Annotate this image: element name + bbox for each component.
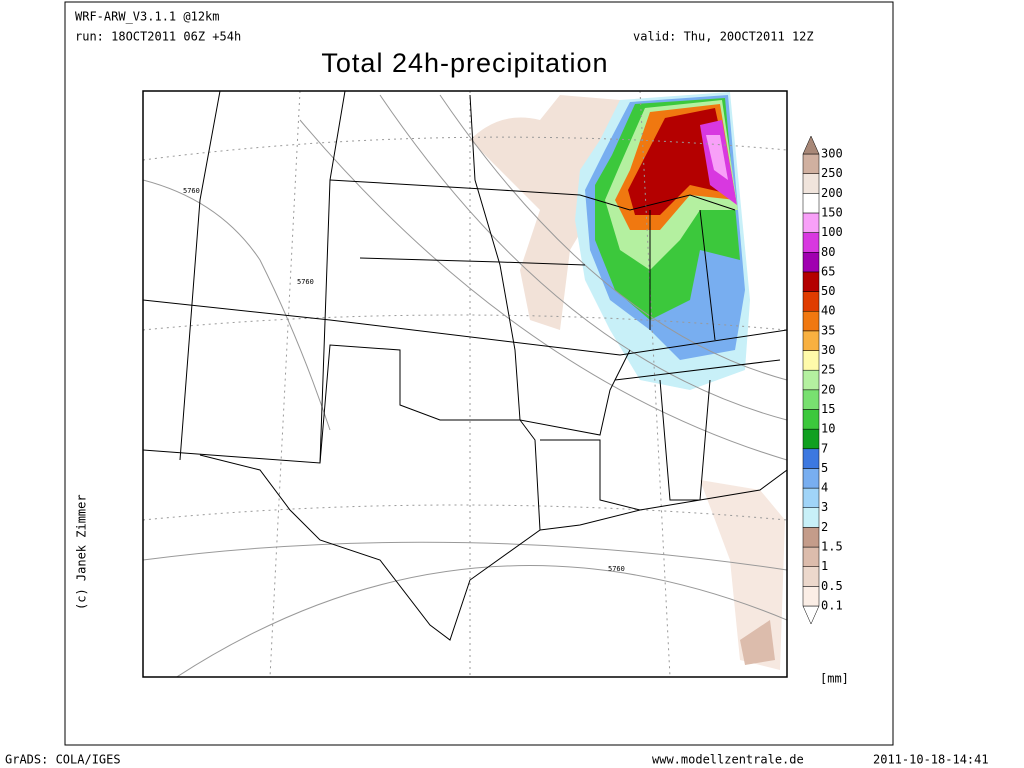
valid-label: valid: Thu, 20OCT2011 12Z [633,30,814,44]
colorbar-swatch [802,428,820,450]
colorbar-swatch [802,193,820,214]
colorbar-swatch [802,330,820,351]
colorbar-label: 1 [821,559,828,573]
colorbar-swatch [802,252,820,273]
colorbar: 0.1 0.5 1 1.5 2 3 4 5 7 10 15 20 25 30 35 40 50 65 80 100 15… [802,135,843,625]
map-frame [142,90,788,678]
colorbar-label: 300 [821,147,843,161]
colorbar-swatch [802,507,820,528]
colorbar-swatch [802,291,820,312]
colorbar-label: 30 [821,343,835,357]
unit-label: [mm] [820,672,849,686]
colorbar-swatch [802,409,820,430]
colorbar-swatch [802,153,820,174]
colorbar-label: 40 [821,304,835,318]
colorbar-label: 5 [821,461,828,475]
footer-right: 2011-10-18-14:41 [873,753,989,767]
colorbar-label: 7 [821,441,828,455]
colorbar-triangle [802,135,820,155]
colorbar-label: 35 [821,323,835,337]
colorbar-swatch [802,173,820,194]
colorbar-swatch [802,271,820,292]
colorbar-label: 4 [821,481,828,495]
colorbar-label: 20 [821,382,835,396]
colorbar-swatch [802,487,820,508]
colorbar-label: 1.5 [821,540,843,554]
colorbar-label: 50 [821,284,835,298]
run-label: run: 18OCT2011 06Z +54h [75,30,241,44]
colorbar-label: 3 [821,500,828,514]
colorbar-label: 2 [821,520,828,534]
colorbar-swatch [802,310,820,332]
colorbar-swatch [802,468,820,489]
colorbar-label: 0.1 [821,599,843,613]
contour-label: 5760 [608,565,625,573]
colorbar-swatch [802,369,820,391]
colorbar-label: 65 [821,264,835,278]
contour-label: 5760 [297,278,314,286]
colorbar-swatch [802,527,820,548]
footer-left: GrADS: COLA/IGES [5,753,121,767]
colorbar-label: 10 [821,422,835,436]
outer-frame [64,1,894,746]
model-label: WRF-ARW_V3.1.1 @12km [75,10,220,24]
colorbar-swatch [802,212,820,233]
colorbar-swatch [802,350,820,371]
colorbar-label: 15 [821,402,835,416]
colorbar-swatch [802,566,820,587]
colorbar-swatch [802,586,820,607]
colorbar-label: 100 [821,225,843,239]
colorbar-swatch [802,546,820,567]
map-title: Total 24h-precipitation [321,48,608,78]
colorbar-label: 25 [821,363,835,377]
credit: (c) Janek Zimmer [75,494,89,610]
colorbar-label: 250 [821,166,843,180]
colorbar-swatch [802,448,820,469]
map: 5760 5760 5760 [142,90,788,678]
colorbar-swatch [802,389,820,410]
colorbar-label: 0.5 [821,579,843,593]
colorbar-label: 80 [821,245,835,259]
colorbar-triangle [802,605,820,625]
colorbar-label: 200 [821,186,843,200]
colorbar-label: 150 [821,205,843,219]
contour-label: 5760 [183,187,200,195]
colorbar-swatch [802,232,820,253]
footer-center: www.modellzentrale.de [652,753,804,767]
